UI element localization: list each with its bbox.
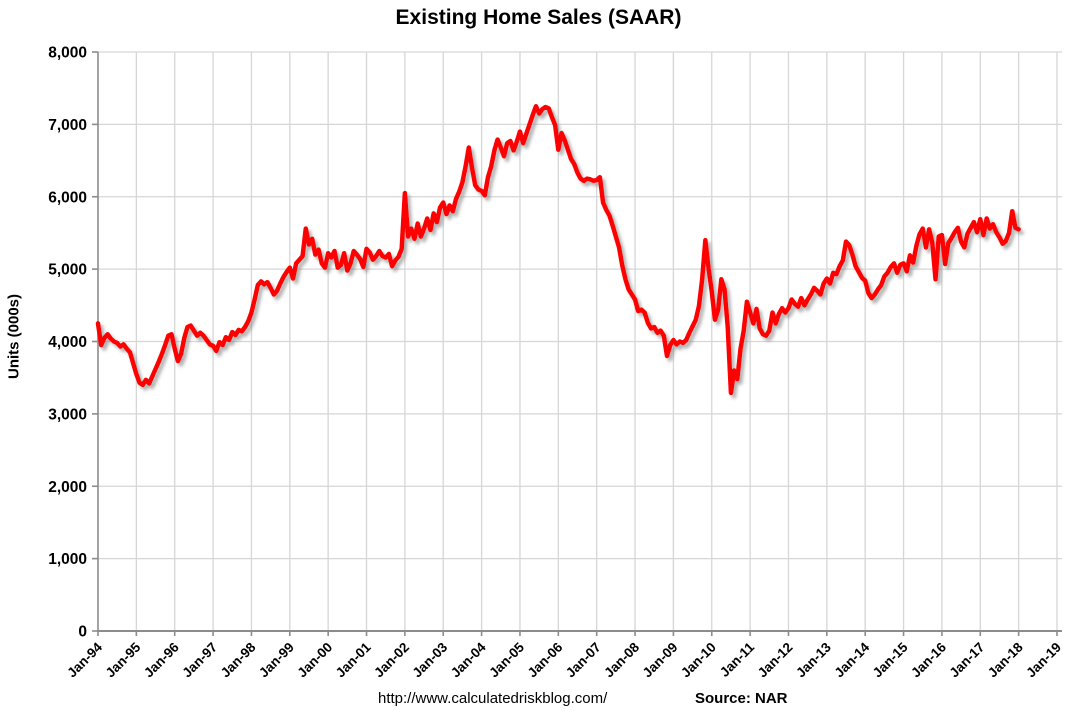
y-tick-label: 1,000 — [48, 551, 87, 568]
x-tick-label: Jan-09 — [640, 640, 681, 681]
x-tick-label: Jan-05 — [486, 639, 527, 680]
x-tick-label: Jan-98 — [218, 639, 259, 680]
x-tick-label: Jan-08 — [601, 639, 642, 680]
x-tick-label: Jan-14 — [831, 639, 872, 680]
y-tick-label: 7,000 — [48, 117, 87, 134]
y-tick-label: 4,000 — [48, 334, 87, 351]
x-tick-label: Jan-13 — [793, 639, 834, 680]
x-tick-label: Jan-97 — [179, 640, 220, 681]
x-tick-label: Jan-02 — [371, 640, 412, 681]
y-axis-title: Units (000s) — [5, 293, 23, 380]
y-tick-label: 0 — [78, 624, 87, 641]
x-tick-label: Jan-18 — [985, 639, 1026, 680]
y-tick-label: 5,000 — [48, 262, 87, 279]
x-tick-label: Jan-95 — [103, 639, 144, 680]
x-tick-label: Jan-12 — [755, 640, 796, 681]
x-tick-label: Jan-07 — [563, 640, 604, 681]
y-tick-label: 3,000 — [48, 406, 87, 423]
footer-source: Source: NAR — [695, 690, 788, 707]
series-line — [95, 104, 1021, 396]
x-tick-label: Jan-19 — [1023, 640, 1064, 681]
y-tick-label: 6,000 — [48, 189, 87, 206]
x-tick-label: Jan-04 — [448, 639, 489, 680]
chart-title: Existing Home Sales (SAAR) — [395, 6, 682, 29]
x-tick-label: Jan-06 — [525, 639, 566, 680]
x-tick-label: Jan-01 — [333, 639, 374, 680]
x-tick-label: Jan-17 — [947, 640, 988, 681]
x-tick-label: Jan-16 — [908, 639, 949, 680]
x-tick-label: Jan-11 — [717, 639, 758, 680]
y-tick-label: 8,000 — [48, 45, 87, 62]
x-tick-label: Jan-94 — [64, 639, 105, 680]
x-tick-label: Jan-00 — [294, 640, 335, 681]
x-tick-label: Jan-15 — [870, 639, 911, 680]
x-tick-label: Jan-03 — [410, 639, 451, 680]
x-tick-label: Jan-96 — [141, 639, 182, 680]
y-tick-label: 2,000 — [48, 479, 87, 496]
x-tick-label: Jan-99 — [256, 640, 297, 681]
footer-url: http://www.calculatedriskblog.com/ — [378, 690, 608, 707]
x-tick-label: Jan-10 — [678, 640, 719, 681]
